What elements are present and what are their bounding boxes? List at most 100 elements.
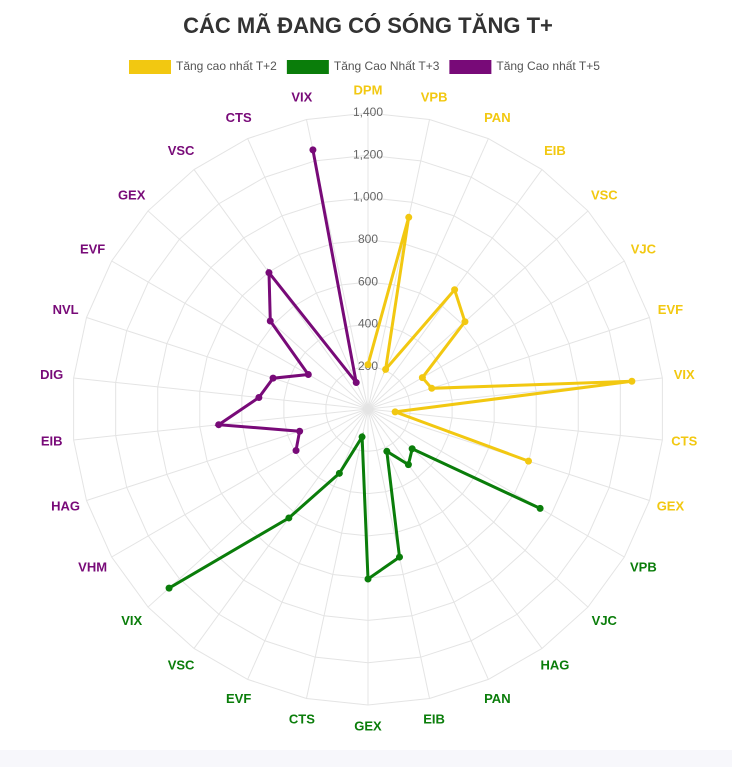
- category-label: EIB: [544, 143, 566, 158]
- category-label: EVF: [80, 241, 105, 256]
- legend-label: Tăng Cao nhất T+5: [496, 59, 600, 73]
- data-point: [265, 269, 273, 277]
- spoke: [367, 317, 650, 410]
- category-label: CTS: [226, 110, 252, 125]
- data-point: [382, 365, 390, 373]
- category-label: EIB: [41, 434, 63, 449]
- series-line: [366, 216, 633, 463]
- data-point: [628, 377, 636, 385]
- spoke: [247, 138, 369, 410]
- category-label: VSC: [168, 143, 195, 158]
- data-point: [364, 575, 372, 583]
- data-point: [304, 371, 312, 379]
- series-line: [214, 149, 358, 451]
- spoke: [193, 408, 369, 649]
- legend-swatch: [449, 60, 492, 74]
- category-label: EIB: [423, 711, 445, 726]
- data-point: [266, 317, 274, 325]
- data-point: [335, 469, 343, 477]
- spoke: [367, 138, 489, 410]
- spoke: [367, 260, 625, 410]
- legend-label: Tăng Cao Nhất T+3: [334, 59, 440, 73]
- spoke: [86, 408, 369, 501]
- grid-line: [325, 366, 411, 452]
- data-point: [428, 384, 436, 392]
- tick-label: 800: [358, 232, 378, 246]
- spoke: [367, 210, 589, 410]
- legend-label: Tăng cao nhất T+2: [176, 59, 277, 73]
- data-point: [461, 318, 469, 326]
- category-label: PAN: [484, 110, 510, 125]
- category-label: HAG: [540, 658, 569, 673]
- tick-label: 600: [358, 274, 378, 288]
- category-label: GEX: [354, 718, 382, 733]
- category-label: VIX: [674, 367, 695, 382]
- spoke: [367, 408, 543, 649]
- data-point: [309, 146, 317, 154]
- category-label: DPM: [354, 82, 383, 97]
- category-label: CTS: [671, 434, 697, 449]
- grid-line: [241, 281, 495, 537]
- legend-swatch: [129, 60, 171, 74]
- data-point: [395, 553, 403, 561]
- spoke: [305, 408, 369, 699]
- data-point: [165, 584, 173, 592]
- spoke: [367, 408, 663, 441]
- category-label: GEX: [118, 188, 146, 203]
- category-label: VJC: [631, 241, 657, 256]
- legend-swatch: [286, 60, 329, 74]
- data-point: [269, 374, 277, 382]
- data-point: [536, 504, 544, 512]
- data-point: [524, 457, 532, 465]
- category-label: HAG: [51, 499, 80, 514]
- category-label: NVL: [53, 302, 79, 317]
- spoke: [86, 317, 369, 410]
- data-point: [451, 286, 459, 294]
- grid-line: [283, 323, 453, 495]
- spoke: [367, 408, 589, 608]
- marks: [165, 146, 636, 592]
- data-point: [408, 445, 416, 453]
- category-label: VJC: [592, 613, 618, 628]
- data-point: [352, 379, 360, 387]
- spoke: [367, 408, 625, 558]
- data-point: [358, 433, 366, 441]
- category-label: VPB: [630, 559, 657, 574]
- data-point: [215, 421, 223, 429]
- footer-strip: [0, 750, 732, 767]
- spoke: [367, 119, 431, 410]
- data-point: [285, 514, 293, 522]
- grid-line: [115, 154, 621, 664]
- data-point: [292, 447, 300, 455]
- spoke: [147, 210, 369, 410]
- category-label: EVF: [658, 302, 683, 317]
- series-line: [168, 431, 541, 590]
- tick-label: 400: [358, 317, 378, 331]
- category-label: PAN: [484, 691, 510, 706]
- tick-label: 1,200: [353, 147, 383, 161]
- spoke: [111, 260, 369, 410]
- chart-title: CÁC MÃ ĐANG CÓ SÓNG TĂNG T+: [183, 13, 553, 38]
- data-point: [405, 213, 413, 221]
- data-point: [364, 361, 372, 369]
- tick-label: 1,000: [353, 190, 383, 204]
- category-label: CTS: [289, 711, 315, 726]
- data-point: [391, 408, 399, 416]
- category-label: VPB: [421, 89, 448, 104]
- data-point: [418, 374, 426, 382]
- category-label: VHM: [78, 559, 107, 574]
- data-point: [296, 427, 304, 435]
- category-label: DIG: [40, 367, 63, 382]
- category-label: GEX: [657, 499, 685, 514]
- category-label: VSC: [168, 658, 195, 673]
- spoke: [73, 377, 369, 410]
- data-point: [404, 461, 412, 469]
- grid: 2004006008001,0001,2001,400DPMVPBPANEIBV…: [40, 82, 697, 733]
- grid-line: [73, 112, 663, 706]
- category-label: EVF: [226, 691, 251, 706]
- category-label: VIX: [121, 613, 142, 628]
- data-point: [255, 394, 263, 402]
- spoke: [147, 408, 369, 608]
- data-point: [383, 447, 391, 455]
